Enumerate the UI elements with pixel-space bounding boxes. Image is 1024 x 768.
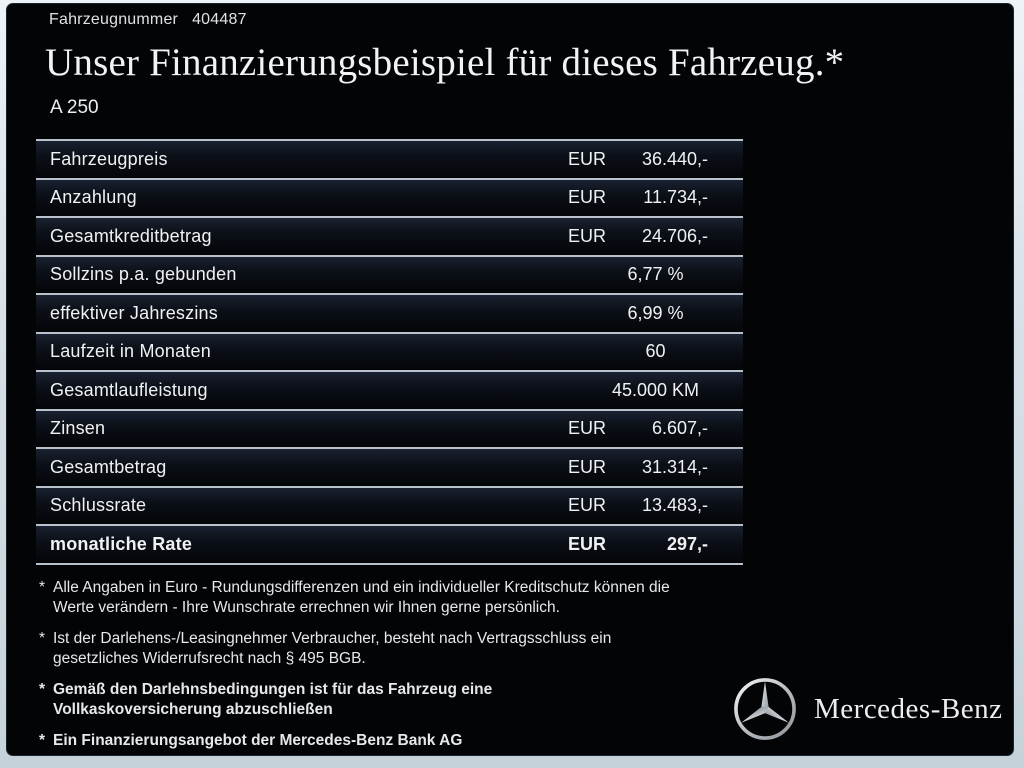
footnote-marker: * xyxy=(39,681,46,698)
row-currency: EUR xyxy=(568,187,607,208)
row-currency: EUR xyxy=(568,225,607,246)
table-row: Schlussrate EUR 13.483,- xyxy=(36,487,743,526)
vehicle-number-label: Fahrzeugnummer xyxy=(49,11,179,28)
row-label: Gesamtlaufleistung xyxy=(50,379,208,400)
row-value: EUR 13.483,- xyxy=(568,495,743,516)
footnotes: * Alle Angaben in Euro - Rundungsdiffere… xyxy=(39,578,739,762)
brand-name: Mercedes-Benz xyxy=(814,692,1003,725)
row-amount: 13.483,- xyxy=(641,495,708,516)
table-row: Sollzins p.a. gebunden 6,77 % xyxy=(36,256,743,295)
row-amount: 36.440,- xyxy=(641,148,708,169)
row-value: EUR 36.440,- xyxy=(568,149,743,170)
footnote-lines: Gemäß den Darlehnsbedingungen ist für da… xyxy=(53,681,493,718)
row-label: Schlussrate xyxy=(50,495,147,516)
row-value: 6,77 % xyxy=(568,264,743,285)
row-plain-value: 6,99 % xyxy=(627,302,684,323)
row-amount: 11.734,- xyxy=(643,187,708,208)
row-currency: EUR xyxy=(568,418,607,439)
row-value: EUR 6.607,- xyxy=(568,418,743,439)
finance-slide: Fahrzeugnummer 404487 Unser Finanzierungs… xyxy=(6,3,1014,756)
row-amount: 6.607,- xyxy=(651,418,708,439)
row-label: Zinsen xyxy=(50,418,106,439)
row-label: Laufzeit in Monaten xyxy=(50,341,211,362)
footnote: * Ein Finanzierungsangebot der Mercedes-… xyxy=(39,731,739,751)
row-label: Anzahlung xyxy=(50,187,137,208)
table-row: Fahrzeugpreis EUR 36.440,- xyxy=(36,141,743,180)
footnote: * Alle Angaben in Euro - Rundungsdiffere… xyxy=(39,578,739,618)
table-row: Gesamtbetrag EUR 31.314,- xyxy=(36,449,743,488)
table-row: Zinsen EUR 6.607,- xyxy=(36,410,743,449)
table-row: Anzahlung EUR 11.734,- xyxy=(36,179,743,218)
row-eur-pair: EUR 11.734,- xyxy=(568,187,743,208)
table-row: Laufzeit in Monaten 60 xyxy=(36,333,743,372)
row-eur-pair: EUR 36.440,- xyxy=(568,149,743,170)
row-amount: 31.314,- xyxy=(641,456,708,477)
row-plain-value: 45.000 KM xyxy=(611,379,700,400)
row-eur-pair: EUR 24.706,- xyxy=(568,226,743,247)
vehicle-model: A 250 xyxy=(50,97,99,118)
footnote-lines: Ist der Darlehens-/Leasingnehmer Verbrau… xyxy=(53,630,612,667)
row-eur-pair: EUR 6.607,- xyxy=(568,418,743,439)
row-label: monatliche Rate xyxy=(50,533,193,554)
row-value: 60 xyxy=(568,341,743,362)
row-amount: 24.706,- xyxy=(641,225,708,246)
row-label: Gesamtbetrag xyxy=(50,456,167,477)
footnote-lines: Alle Angaben in Euro - Rundungsdifferenz… xyxy=(53,579,670,616)
footnote-lines: Ein Finanzierungsangebot der Mercedes-Be… xyxy=(53,732,463,749)
row-eur-pair: EUR 13.483,- xyxy=(568,495,743,516)
row-label: Gesamtkreditbetrag xyxy=(50,225,212,246)
row-currency: EUR xyxy=(568,495,607,516)
row-currency: EUR xyxy=(568,533,607,554)
footnote-marker: * xyxy=(39,630,46,647)
vehicle-number-value: 404487 xyxy=(192,11,247,28)
vehicle-number-line: Fahrzeugnummer 404487 xyxy=(49,11,247,29)
row-label: Fahrzeugpreis xyxy=(50,148,168,169)
row-eur-pair: EUR 297,- xyxy=(568,534,743,555)
row-amount: 297,- xyxy=(666,533,708,554)
finance-table: Fahrzeugpreis EUR 36.440,- Anzahlung EUR… xyxy=(36,139,743,565)
row-currency: EUR xyxy=(568,456,607,477)
row-label: Sollzins p.a. gebunden xyxy=(50,264,237,285)
row-plain-value: 60 xyxy=(645,341,666,362)
row-currency: EUR xyxy=(568,148,607,169)
footnote: * Gemäß den Darlehnsbedingungen ist für … xyxy=(39,680,739,720)
page-title: Unser Finanzierungsbeispiel für dieses F… xyxy=(45,41,845,84)
table-row: Gesamtkreditbetrag EUR 24.706,- xyxy=(36,218,743,257)
row-plain-value: 6,77 % xyxy=(627,264,684,285)
row-value: EUR 11.734,- xyxy=(568,187,743,208)
table-row: monatliche Rate EUR 297,- xyxy=(36,526,743,565)
row-label: effektiver Jahreszins xyxy=(50,302,218,323)
brand-area: Mercedes-Benz xyxy=(732,676,1002,742)
row-value: EUR 297,- xyxy=(568,534,743,555)
row-value: 6,99 % xyxy=(568,303,743,324)
footnote-marker: * xyxy=(39,579,46,596)
row-value: EUR 24.706,- xyxy=(568,226,743,247)
footnote: * Ist der Darlehens-/Leasingnehmer Verbr… xyxy=(39,629,739,669)
table-row: effektiver Jahreszins 6,99 % xyxy=(36,295,743,334)
table-row: Gesamtlaufleistung 45.000 KM xyxy=(36,372,743,411)
mercedes-star-icon xyxy=(734,678,796,740)
row-value: 45.000 KM xyxy=(568,380,743,401)
row-value: EUR 31.314,- xyxy=(568,457,743,478)
row-eur-pair: EUR 31.314,- xyxy=(568,457,743,478)
footnote-marker: * xyxy=(39,732,46,749)
